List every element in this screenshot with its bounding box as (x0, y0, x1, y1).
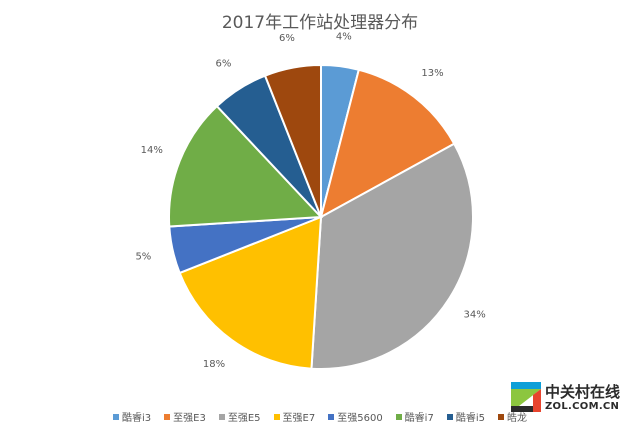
pie-slice-4 (178, 215, 323, 370)
watermark-brand: 中关村在线 (545, 383, 621, 401)
pie-slice-2 (319, 68, 456, 219)
legend-label: 至强E5 (227, 413, 261, 424)
pie-slice-8 (263, 63, 322, 218)
legend-label: 至强E7 (282, 413, 316, 424)
slice-value-label: 34% (464, 310, 486, 321)
legend-label: 酷睿i7 (404, 413, 434, 424)
legend-label: 至强5600 (337, 413, 383, 424)
legend-item: 酷睿i3 (113, 409, 151, 424)
pie-slice-3 (310, 142, 474, 370)
slice-value-label: 18% (203, 359, 225, 370)
legend-swatch (497, 413, 504, 420)
legend-item: 至强E3 (164, 409, 206, 424)
watermark-url: ZOL.COM.CN (545, 401, 620, 412)
legend-swatch (446, 413, 453, 420)
legend-label: 酷睿i3 (122, 413, 152, 424)
slice-value-label: 6% (279, 33, 295, 44)
slice-value-label: 4% (336, 31, 352, 42)
pie-slice-6 (168, 104, 324, 228)
legend-item: 至强E5 (218, 409, 261, 424)
legend-item: 至强E7 (273, 409, 316, 424)
pie-chart: 4% 13% 34% 18% 5% 14% 6% 6% (135, 31, 486, 370)
legend-label: 至强E3 (173, 413, 206, 424)
slice-value-label: 13% (421, 68, 443, 79)
zol-watermark: 中关村在线 ZOL.COM.CN (509, 378, 631, 418)
slice-value-label: 6% (216, 58, 232, 69)
legend-swatch (164, 413, 171, 420)
legend-swatch (218, 413, 225, 420)
legend-swatch (273, 413, 280, 420)
legend-item: 酷睿i5 (446, 409, 485, 424)
legend-item: 皓龙 (497, 409, 527, 424)
legend-label: 酷睿i5 (455, 413, 485, 424)
slice-value-label: 5% (135, 252, 151, 263)
legend-swatch (328, 413, 335, 420)
chart-title: 2017年工作站处理器分布 (221, 13, 419, 33)
slice-value-label: 14% (141, 145, 163, 156)
legend-item: 至强5600 (328, 409, 383, 424)
legend-swatch (395, 413, 402, 420)
chart-legend: 酷睿i3 至强E3 至强E5 至强E7 至强5600 酷睿i7 酷睿i5 皓龙 (0, 409, 640, 424)
legend-label: 皓龙 (506, 413, 527, 424)
legend-item: 酷睿i7 (395, 409, 434, 424)
legend-swatch (113, 413, 120, 420)
zol-logo-icon (511, 382, 541, 412)
